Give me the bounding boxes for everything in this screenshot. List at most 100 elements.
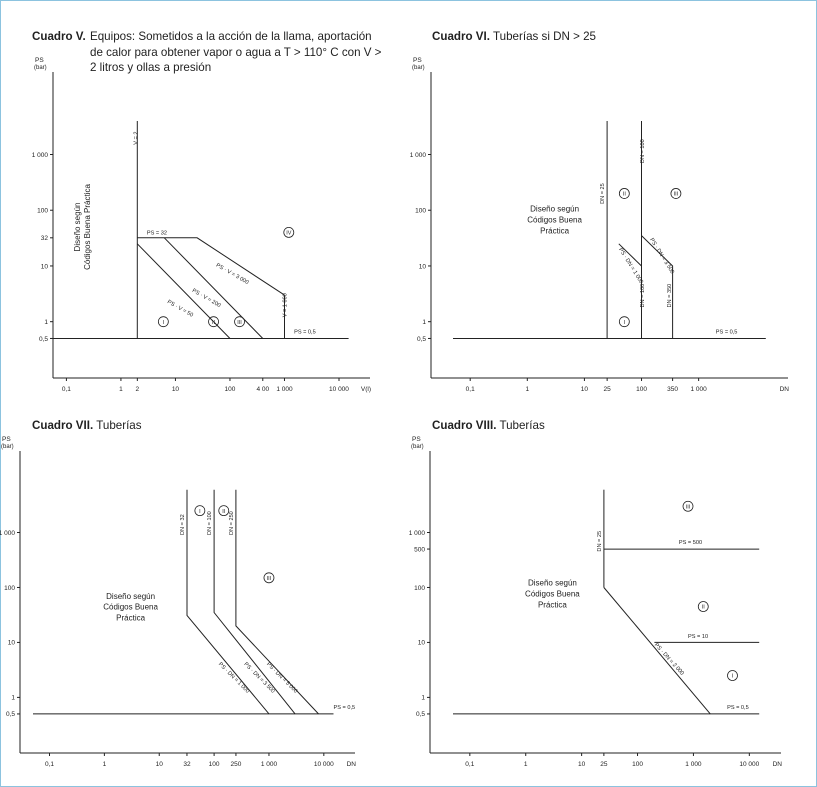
chart-title-bold: Cuadro V. bbox=[32, 30, 86, 43]
y-axis-label: PS bbox=[35, 57, 44, 64]
x-tick-label: 1 000 bbox=[276, 386, 293, 393]
chart-title-line: Tuberías bbox=[96, 419, 142, 432]
category-marker bbox=[208, 316, 219, 328]
x-tick-label: 10 000 bbox=[329, 386, 349, 393]
y-tick-label: 10 bbox=[419, 263, 427, 270]
chart-title-text: Equipos: Sometidos a la acción de la lla… bbox=[90, 29, 390, 76]
chart-title-bold: Cuadro VI. bbox=[432, 30, 490, 43]
y-axis-label: PS bbox=[412, 436, 421, 443]
x-tick-label: 4 00 bbox=[256, 386, 269, 393]
x-tick-label: 10 000 bbox=[739, 761, 759, 768]
annotation-label: Códigos Buena bbox=[525, 590, 580, 599]
chart-title-line: Equipos: Sometidos a la acción de la lla… bbox=[90, 30, 372, 43]
x-tick-label: 10 bbox=[172, 386, 180, 393]
category-label: II bbox=[702, 605, 706, 611]
chart-cuadro-vi: PS(bar) DN 0,5 1 10 100 1 000 0,1 1 10 25 100 350 1 0… bbox=[410, 57, 790, 393]
category-marker bbox=[618, 316, 630, 328]
category-marker bbox=[697, 601, 709, 612]
annotation-label: Diseño según bbox=[106, 592, 155, 601]
chart-cuadro-v: PS(bar) V(l) 0,5 1 10 32 100 1 000 0,1 1 2 10 100 4 0… bbox=[32, 57, 371, 393]
annotation-label: Práctica bbox=[116, 614, 145, 623]
chart-title-line: Tuberías bbox=[499, 419, 545, 432]
y-tick-label: 1 000 bbox=[32, 152, 49, 159]
x-tick-label: 1 bbox=[524, 761, 528, 768]
y-tick-label: 1 bbox=[421, 695, 425, 702]
chart-title-line: de calor para obtener vapor o agua a T >… bbox=[90, 45, 382, 59]
y-tick-label: 100 bbox=[414, 585, 425, 592]
category-marker bbox=[618, 188, 630, 199]
annotation-label: PS · V = 50 bbox=[166, 299, 194, 319]
series-line bbox=[136, 243, 231, 339]
y-axis-unit: (bar) bbox=[1, 444, 14, 450]
panel-cuadro-v: Cuadro V. Equipos: Sometidos a la acción… bbox=[0, 0, 408, 395]
x-tick-label: 100 bbox=[225, 386, 236, 393]
annotation-label: PS = 0,5 bbox=[294, 329, 316, 335]
annotation-label: PS · V = 3 000 bbox=[215, 263, 250, 286]
series-line bbox=[137, 237, 285, 296]
y-axis-unit: (bar) bbox=[411, 444, 424, 450]
chart-title-bold: Cuadro VII. bbox=[32, 419, 94, 432]
category-label: III bbox=[674, 192, 679, 198]
annotation-label: PS = 10 bbox=[688, 634, 708, 640]
x-tick-label: 25 bbox=[600, 761, 608, 768]
x-tick-label: 10 bbox=[578, 761, 586, 768]
annotation-label: DN = 100 bbox=[207, 511, 213, 535]
annotation-label: PS = 500 bbox=[679, 540, 702, 546]
chart-title: Cuadro VII. Tuberías bbox=[32, 418, 392, 434]
x-tick-label: 0,1 bbox=[465, 761, 474, 768]
annotation-label: DN = 100 bbox=[640, 284, 646, 308]
category-marker bbox=[194, 505, 206, 517]
x-tick-label: 100 bbox=[209, 761, 220, 768]
x-tick-label: 1 000 bbox=[261, 761, 278, 768]
x-tick-label: 250 bbox=[231, 761, 242, 768]
annotation-label: Códigos Buena bbox=[527, 216, 582, 225]
x-tick-label: 100 bbox=[632, 761, 643, 768]
x-tick-label: 0,1 bbox=[62, 386, 71, 393]
chart-title: Cuadro VIII. Tuberías bbox=[432, 418, 812, 434]
category-marker bbox=[670, 188, 682, 199]
y-tick-label: 100 bbox=[415, 208, 426, 215]
category-marker bbox=[234, 316, 245, 328]
x-axis-label: DN bbox=[347, 761, 357, 768]
annotation-label: PS · DN = 3 500 bbox=[648, 237, 675, 275]
x-tick-label: 10 bbox=[156, 761, 164, 768]
chart-title-line: 2 litros y ollas a presión bbox=[90, 61, 212, 74]
series-line bbox=[213, 489, 296, 715]
category-label: III bbox=[267, 576, 272, 582]
x-tick-label: 350 bbox=[667, 386, 678, 393]
annotation-label: DN = 25 bbox=[597, 531, 603, 552]
category-marker bbox=[263, 572, 275, 584]
x-tick-label: 100 bbox=[636, 386, 647, 393]
y-tick-label: 0,5 bbox=[39, 336, 48, 343]
annotation-label: DN = 100 bbox=[640, 139, 646, 163]
category-label: I bbox=[624, 320, 626, 326]
annotation-label: DN = 25 bbox=[600, 183, 606, 204]
category-label: I bbox=[199, 509, 201, 515]
series-line bbox=[603, 587, 711, 715]
y-tick-label: 100 bbox=[37, 208, 48, 215]
chart-title-line: Tuberías si DN > 25 bbox=[493, 30, 596, 43]
category-marker bbox=[682, 500, 694, 512]
chart-title-bold: Cuadro VIII. bbox=[432, 419, 497, 432]
y-axis-label: PS bbox=[2, 436, 11, 443]
y-tick-label: 0,5 bbox=[417, 336, 426, 343]
y-tick-label: 10 bbox=[41, 263, 49, 270]
x-tick-label: 1 000 bbox=[690, 386, 707, 393]
y-tick-label: 10 bbox=[8, 640, 16, 647]
annotation-label: PS = 0,5 bbox=[727, 705, 749, 711]
y-tick-label: 0,5 bbox=[6, 711, 15, 718]
category-label: II bbox=[212, 320, 216, 326]
x-tick-label: 1 bbox=[103, 761, 107, 768]
y-tick-label: 1 000 bbox=[0, 530, 15, 537]
y-tick-label: 500 bbox=[414, 546, 425, 553]
x-axis-label: V(l) bbox=[361, 386, 371, 393]
annotation-label: V = 1 000 bbox=[283, 293, 289, 317]
x-tick-label: 25 bbox=[604, 386, 612, 393]
x-tick-label: 1 bbox=[525, 386, 529, 393]
x-axis-label: DN bbox=[780, 386, 790, 393]
y-axis-label: PS bbox=[413, 57, 422, 64]
category-marker bbox=[157, 316, 169, 328]
y-tick-label: 10 bbox=[418, 640, 426, 647]
y-tick-label: 32 bbox=[41, 235, 49, 242]
panel-cuadro-vi: Cuadro VI. Tuberías si DN > 25 PS (bar) DN… bbox=[408, 0, 817, 395]
